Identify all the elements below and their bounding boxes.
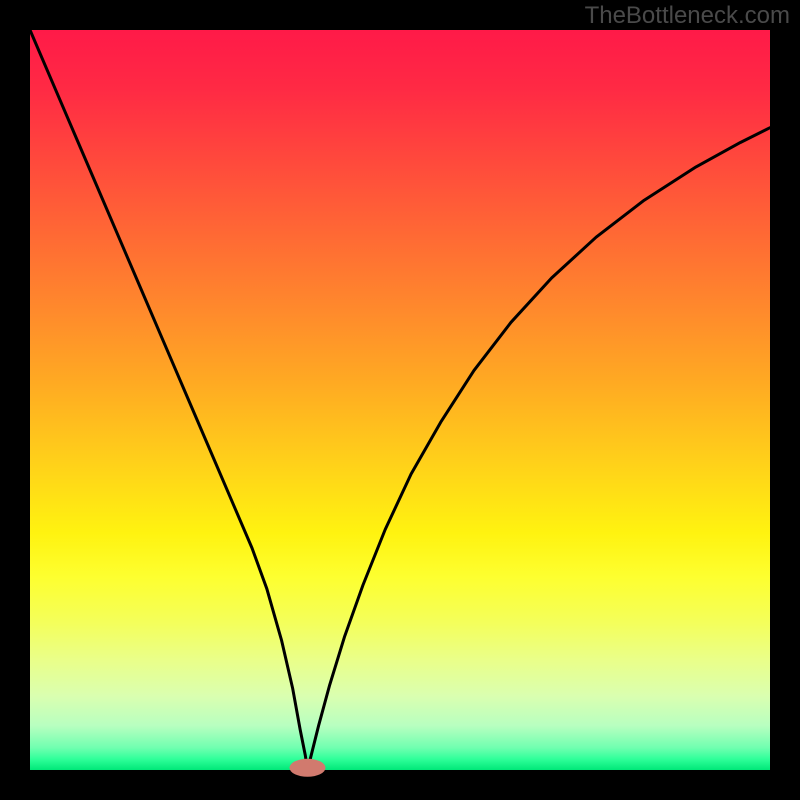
bottleneck-chart: TheBottleneck.com <box>0 0 800 800</box>
chart-svg <box>0 0 800 800</box>
watermark-text: TheBottleneck.com <box>585 2 790 30</box>
plot-background <box>30 30 770 770</box>
optimal-point-marker <box>290 759 326 777</box>
